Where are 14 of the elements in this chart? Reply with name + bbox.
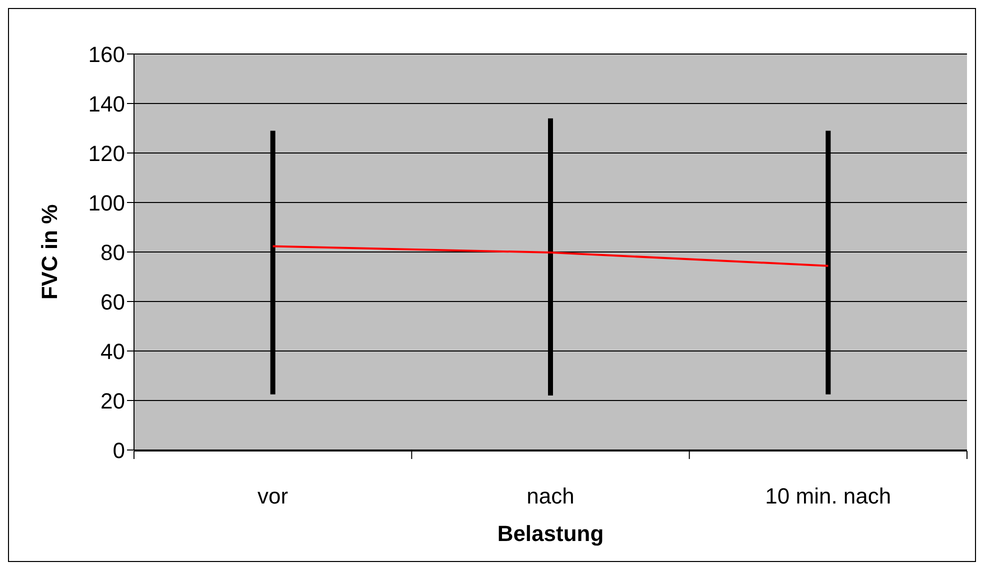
- y-tick-label: 0: [112, 438, 125, 463]
- y-tick-label: 20: [100, 388, 125, 414]
- y-tick-label: 120: [88, 140, 125, 166]
- y-tick-label: 40: [100, 338, 125, 364]
- y-tick-label: 60: [100, 289, 125, 314]
- y-tick-label: 80: [100, 240, 125, 265]
- y-tick-label: 160: [88, 42, 125, 67]
- x-axis-title: Belastung: [497, 521, 604, 546]
- x-tick-label: nach: [526, 484, 574, 509]
- y-tick-label: 140: [88, 91, 125, 116]
- y-axis-title: FVC in %: [36, 204, 62, 300]
- y-tick-label: 100: [88, 190, 125, 216]
- x-tick-label: 10 min. nach: [765, 484, 892, 509]
- x-tick-label: vor: [258, 484, 288, 509]
